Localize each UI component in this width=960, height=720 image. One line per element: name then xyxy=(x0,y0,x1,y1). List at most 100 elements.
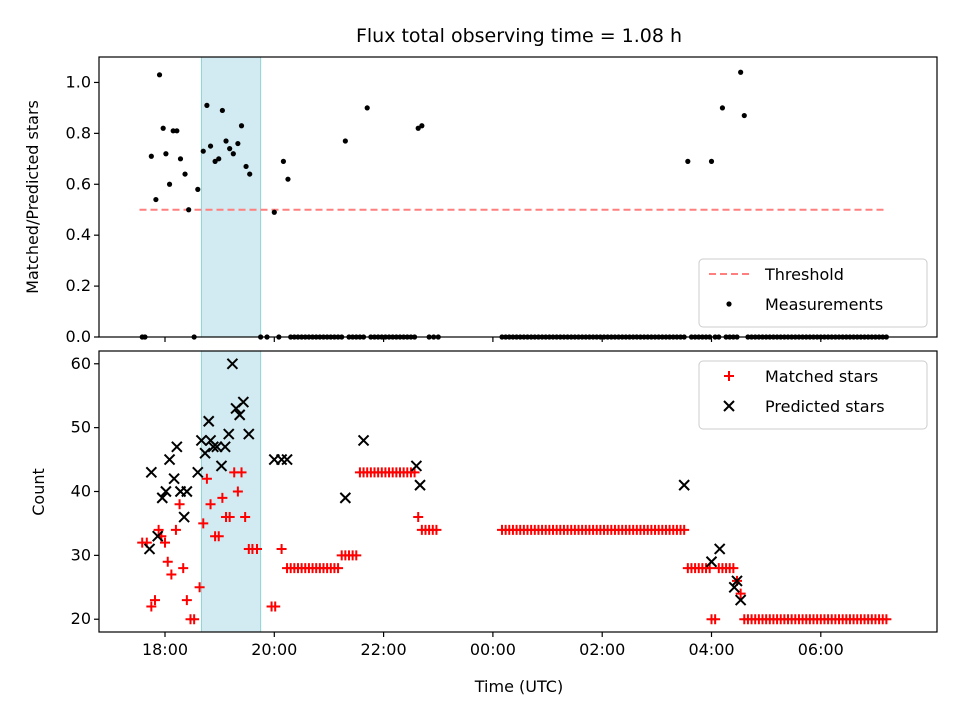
ratio-panel: 0.0 0.2 0.4 0.6 0.8 1.0 Threshold Measurements xyxy=(66,56,938,346)
predicted-star-point xyxy=(181,485,193,498)
count-y-tick-label: 50 xyxy=(71,418,91,437)
ratio-y-tick-label: 0.0 xyxy=(66,327,91,346)
predicted-star-point xyxy=(410,460,423,472)
count-series-1 xyxy=(143,358,747,606)
predicted-star-point xyxy=(215,460,228,472)
predicted-star-point xyxy=(281,453,293,466)
measurement-point xyxy=(280,158,287,164)
matched-star-point xyxy=(236,467,247,478)
measurement-point xyxy=(342,138,348,144)
matched-star-point xyxy=(333,563,344,574)
measurement-point xyxy=(364,105,370,111)
x-tick-label: 22:00 xyxy=(361,640,407,659)
x-tick-label: 02:00 xyxy=(579,640,625,659)
matched-star-point xyxy=(217,492,228,503)
x-tick-label: 18:00 xyxy=(142,640,188,659)
predicted-star-point xyxy=(207,441,219,453)
measurement-point xyxy=(235,140,241,147)
measurement-point xyxy=(238,123,245,129)
predicted-star-point xyxy=(243,428,255,440)
measurement-point xyxy=(685,158,691,164)
count-series-0 xyxy=(137,467,892,625)
measurement-point xyxy=(160,125,166,131)
predicted-star-point xyxy=(156,492,168,504)
ratio-y-tick-label: 0.6 xyxy=(66,174,91,193)
measurement-point xyxy=(153,196,159,203)
measurement-point xyxy=(219,107,225,114)
ratio-legend: Threshold Measurements xyxy=(698,258,928,328)
matched-star-point xyxy=(351,550,362,561)
ratio-y-tick-label: 0.4 xyxy=(66,225,91,244)
matched-star-point xyxy=(431,524,442,535)
predicted-star-point xyxy=(226,358,239,370)
legend-measurement-marker xyxy=(726,301,732,307)
predicted-star-point xyxy=(678,479,690,491)
predicted-star-point xyxy=(192,466,204,479)
measurement-point xyxy=(148,153,154,159)
predicted-star-point xyxy=(357,434,370,447)
predicted-star-point xyxy=(171,441,183,453)
x-tick-label: 04:00 xyxy=(688,640,734,659)
measurement-point xyxy=(182,171,188,177)
matched-star-point xyxy=(270,601,281,612)
measurement-point xyxy=(156,72,163,78)
measurement-point xyxy=(223,138,229,144)
ratio-legend-box xyxy=(698,258,928,328)
predicted-star-point xyxy=(199,447,211,459)
predicted-star-point xyxy=(237,396,250,408)
count-panel: 20 30 40 50 60 18:00 20:00 22:00 00:00 02:00 04:00… xyxy=(71,350,938,659)
matched-star-point xyxy=(224,512,235,523)
predicted-star-point xyxy=(211,441,223,453)
legend-label: Matched stars xyxy=(765,367,878,386)
predicted-star-point xyxy=(223,428,235,440)
matched-star-point xyxy=(201,473,212,484)
matched-star-point xyxy=(213,531,224,542)
measurement-point xyxy=(271,209,277,215)
matched-star-point xyxy=(710,614,721,625)
measurement-point xyxy=(741,112,747,119)
matched-star-point xyxy=(198,518,209,529)
legend-matched-marker xyxy=(724,371,734,381)
count-y-tick-label: 30 xyxy=(71,545,91,564)
predicted-star-point xyxy=(203,415,215,427)
matched-star-point xyxy=(189,614,200,625)
predicted-star-point xyxy=(145,466,158,479)
measurement-point xyxy=(204,102,210,108)
predicted-star-point xyxy=(728,581,740,594)
matched-star-point xyxy=(160,537,170,548)
matched-star-point xyxy=(170,524,181,535)
measurement-point xyxy=(415,125,421,131)
matched-star-point xyxy=(166,569,177,580)
measurement-point xyxy=(227,146,233,152)
ratio-y-tick-label: 0.2 xyxy=(66,276,91,295)
legend-predicted-marker xyxy=(723,400,735,412)
count-y-tick-label: 40 xyxy=(71,482,91,501)
ratio-axes-frame xyxy=(98,56,938,338)
matched-star-point xyxy=(728,563,739,574)
measurement-point xyxy=(230,151,236,157)
matched-star-point xyxy=(149,595,160,606)
chart-title: Flux total observing time = 1.08 h xyxy=(356,25,682,47)
measurement-point xyxy=(243,163,249,170)
matched-star-point xyxy=(679,524,690,535)
matched-star-point xyxy=(181,595,192,606)
measurement-point xyxy=(170,128,176,134)
matched-star-point xyxy=(276,543,287,554)
predicted-star-point xyxy=(705,556,718,568)
measurement-point xyxy=(207,143,214,149)
x-tick-label: 00:00 xyxy=(470,640,516,659)
matched-star-point xyxy=(240,512,251,523)
measurement-point xyxy=(200,148,206,154)
ratio-y-axis-label: Matched/Predicted stars xyxy=(23,100,42,294)
legend-label: Predicted stars xyxy=(765,397,885,416)
measurement-point xyxy=(708,158,715,164)
predicted-star-point xyxy=(339,492,352,504)
predicted-star-point xyxy=(219,441,231,453)
predicted-star-point xyxy=(233,409,246,421)
matched-star-point xyxy=(251,543,262,554)
count-y-axis-label: Count xyxy=(29,468,48,516)
measurement-point xyxy=(186,207,192,213)
matched-star-point xyxy=(232,486,243,497)
matched-star-point xyxy=(153,524,164,535)
